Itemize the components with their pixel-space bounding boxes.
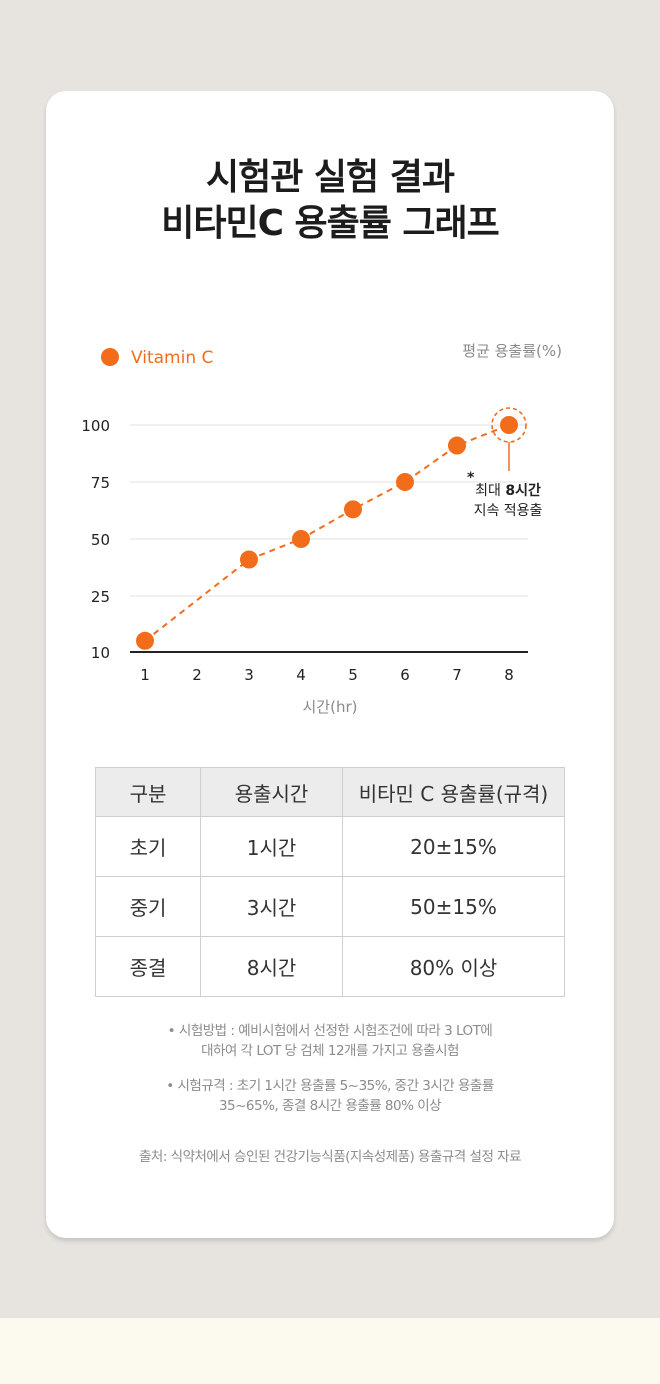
legend: Vitamin C — [101, 348, 213, 368]
table-cell: 1시간 — [200, 816, 343, 877]
x-axis-label: 시간(hr) — [303, 698, 358, 716]
legend-label: Vitamin C — [131, 348, 213, 368]
annotation-line-1: 최대 8시간 — [475, 482, 541, 499]
header-time: 용출시간 — [200, 767, 343, 817]
test-method-line-1: • 시험방법 : 예비시험에서 선정한 시험조건에 따라 3 LOT에 — [167, 1023, 493, 1039]
gridlines — [130, 424, 528, 597]
data-point-x6 — [396, 473, 414, 491]
dissolution-line-chart: Vitamin C 평균 용출률(%) 10 25 50 75 100 1 2 3 4 5 6 7 8… — [81, 342, 562, 716]
max-annotation: * 최대 8시간 지속 적용출 — [467, 407, 543, 519]
table-header-row: 구분 용출시간 비타민 C 용출률(규격) — [95, 767, 565, 817]
test-method-line-2: 대하여 각 LOT 당 검체 12개를 가지고 용출시험 — [201, 1043, 459, 1059]
data-point-x4 — [292, 530, 310, 548]
table-cell: 20±15% — [342, 816, 565, 877]
table-cell: 8시간 — [200, 936, 343, 997]
content-card: 시험관 실험 결과 비타민C 용출률 그래프 Vitamin C 평균 용출률(… — [46, 91, 614, 1238]
data-point-x7 — [448, 436, 466, 455]
y-tick-75: 75 — [91, 474, 110, 492]
data-point-x5 — [344, 500, 362, 519]
x-tick-7: 7 — [452, 666, 462, 684]
series-line-vitamin-c — [144, 424, 510, 642]
y-tick-labels: 10 25 50 75 100 — [81, 417, 110, 662]
table-row: 중기 3시간 50±15% — [95, 876, 565, 937]
table-cell: 3시간 — [200, 876, 343, 937]
test-spec-line-2: 35~65%, 종결 8시간 용출률 80% 이상 — [218, 1098, 442, 1114]
x-tick-4: 4 — [296, 666, 306, 684]
table-row: 종결 8시간 80% 이상 — [95, 936, 565, 997]
table-cell: 초기 — [95, 816, 201, 877]
table-row: 초기 1시간 20±15% — [95, 816, 565, 877]
table-cell: 중기 — [95, 876, 201, 937]
x-tick-1: 1 — [140, 666, 150, 684]
header-rate: 비타민 C 용출률(규격) — [342, 767, 565, 817]
x-tick-2: 2 — [192, 666, 202, 684]
source-note: 출처: 식약처에서 승인된 건강기능식품(지속성제품) 용출규격 설정 자료 — [138, 1149, 522, 1165]
table-cell: 50±15% — [342, 876, 565, 937]
title-line-2: 비타민C 용출률 그래프 — [161, 203, 500, 244]
x-tick-6: 6 — [400, 666, 410, 684]
annotation-line-2: 지속 적용출 — [474, 503, 543, 519]
y-axis-label: 평균 용출률(%) — [462, 342, 562, 360]
legend-marker — [101, 348, 119, 366]
data-point-x3 — [240, 550, 258, 569]
header-category: 구분 — [95, 767, 201, 817]
test-method-note: • 시험방법 : 예비시험에서 선정한 시험조건에 따라 3 LOT에 대하여 … — [46, 1021, 614, 1061]
y-tick-100: 100 — [81, 417, 110, 435]
x-tick-8: 8 — [504, 666, 514, 684]
annotation-asterisk: * — [467, 470, 475, 486]
bottom-strip — [0, 1318, 660, 1384]
title-line-1: 시험관 실험 결과 — [206, 157, 455, 198]
annotation-ring — [491, 407, 527, 443]
test-spec-note: • 시험규격 : 초기 1시간 용출률 5~35%, 중간 3시간 용출률 35… — [46, 1076, 614, 1116]
data-points — [136, 416, 518, 650]
test-spec-line-1: • 시험규격 : 초기 1시간 용출률 5~35%, 중간 3시간 용출률 — [166, 1078, 494, 1094]
dissolution-spec-table: 구분 용출시간 비타민 C 용출률(규격) 초기 1시간 20±15% 중기 3… — [95, 767, 565, 997]
x-tick-labels: 1 2 3 4 5 6 7 8 — [140, 666, 514, 684]
table-cell: 종결 — [95, 936, 201, 997]
x-tick-5: 5 — [348, 666, 358, 684]
x-tick-3: 3 — [244, 666, 254, 684]
data-point-x1 — [136, 631, 154, 650]
table-cell: 80% 이상 — [342, 936, 565, 997]
y-tick-10: 10 — [91, 644, 110, 662]
y-tick-25: 25 — [91, 588, 110, 606]
data-point-x8 — [500, 416, 518, 434]
y-tick-50: 50 — [91, 531, 110, 549]
